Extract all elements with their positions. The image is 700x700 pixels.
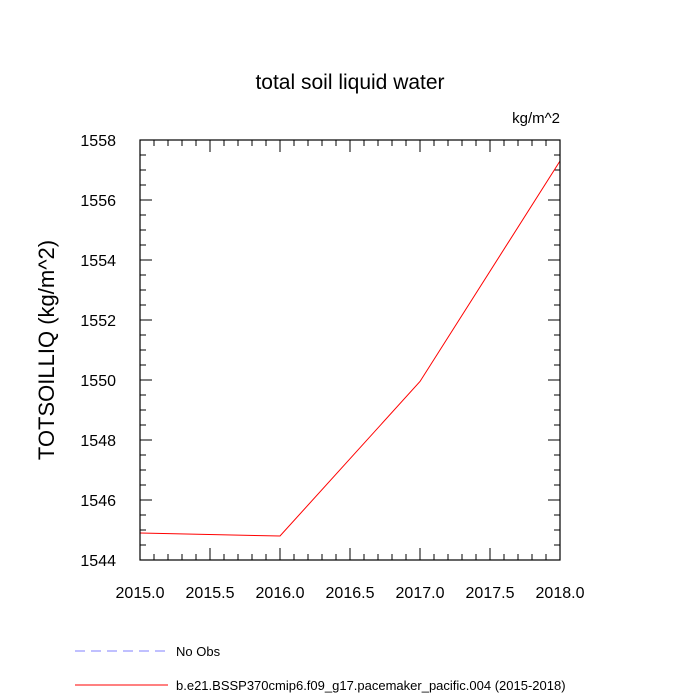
- x-tick-label: 2016.5: [326, 585, 375, 602]
- y-tick-label: 1554: [80, 253, 116, 270]
- y-tick-label: 1552: [80, 313, 116, 330]
- series-line-1: [139, 160, 561, 537]
- y-tick-labels: 1544 1546 1548 1550 1552 1554 1556 1558: [80, 133, 116, 570]
- legend-label-model-run: b.e21.BSSP370cmip6.f09_g17.pacemaker_pac…: [176, 678, 566, 693]
- y-axis-label: TOTSOILLIQ (kg/m^2): [34, 240, 59, 460]
- y-tick-label: 1558: [80, 133, 116, 150]
- y-tick-label: 1556: [80, 193, 116, 210]
- plot-frame: [139, 139, 561, 561]
- x-tick-labels: 2015.0 2015.5 2016.0 2016.5 2017.0 2017.5 2018…: [116, 585, 585, 602]
- x-tick-label: 2017.0: [396, 585, 445, 602]
- legend-label-no-obs: No Obs: [176, 644, 221, 659]
- x-tick-label: 2016.0: [256, 585, 305, 602]
- legend: No Obs b.e21.BSSP370cmip6.f09_g17.pacema…: [75, 644, 566, 693]
- chart-title: total soil liquid water: [255, 71, 444, 94]
- x-tick-label: 2015.5: [186, 585, 235, 602]
- y-tick-label: 1546: [80, 493, 116, 510]
- x-tick-label: 2017.5: [466, 585, 515, 602]
- y-tick-label: 1550: [80, 373, 116, 390]
- plot-series: [139, 160, 561, 537]
- y-tick-label: 1544: [80, 553, 116, 570]
- x-tick-label: 2018.0: [536, 585, 585, 602]
- y-tick-label: 1548: [80, 433, 116, 450]
- x-tick-label: 2015.0: [116, 585, 165, 602]
- axis-ticks: [139, 139, 561, 561]
- units-label: kg/m^2: [512, 110, 560, 127]
